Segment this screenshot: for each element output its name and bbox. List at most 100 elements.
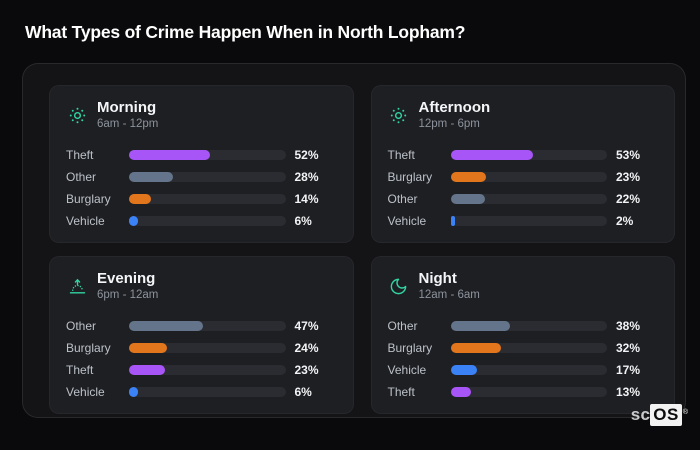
crime-value: 24% [294,341,319,355]
bar-track [129,321,286,331]
crime-label: Theft [66,148,94,162]
crime-value: 38% [616,319,641,333]
period-card-afternoon: Afternoon 12pm - 6pm Theft 53% Burglary … [370,85,675,243]
row-burglary: Burglary 23% [388,166,657,188]
card-header: Afternoon 12pm - 6pm [388,99,657,131]
watermark-brand: OS [650,404,682,426]
row-vehicle: Vehicle 2% [388,210,657,232]
header-text: Night 12am - 6am [419,270,480,302]
card-header: Night 12am - 6am [388,270,657,302]
crime-value: 23% [294,363,319,377]
bar-rows: Other 47% Burglary 24% Theft 23% Vehicle [66,315,335,403]
period-title: Evening [97,270,156,287]
bar-track [450,194,607,204]
row-theft: Theft 23% [66,359,335,381]
row-vehicle: Vehicle 6% [66,210,335,232]
moon-icon [388,275,410,297]
crime-value: 52% [294,148,319,162]
bar-fill [450,172,487,182]
bar-fill [129,387,139,397]
sun-icon [388,104,410,126]
crime-value: 17% [616,363,641,377]
bar-fill [450,194,485,204]
crime-label: Burglary [66,341,111,355]
crime-value: 53% [616,148,641,162]
dashboard-panel: Morning 6am - 12pm Theft 52% Other 28% B… [22,63,686,418]
crime-label: Theft [387,385,415,399]
period-card-morning: Morning 6am - 12pm Theft 52% Other 28% B… [49,85,354,243]
bar-track [129,343,286,353]
bar-fill [450,150,534,160]
page-title: What Types of Crime Happen When in North… [25,22,466,42]
bar-track [450,365,607,375]
row-theft: Theft 53% [388,144,657,166]
crime-value: 32% [616,341,641,355]
bar-rows: Other 38% Burglary 32% Vehicle 17% Theft [388,315,657,403]
sunset-icon [66,275,88,297]
period-title: Night [418,270,457,287]
crime-label: Theft [387,148,415,162]
header-text: Afternoon 12pm - 6pm [419,99,491,131]
bar-fill [129,172,173,182]
registered-mark: ® [682,409,688,416]
period-title: Morning [97,99,157,116]
bar-track [450,321,607,331]
crime-label: Other [387,319,418,333]
period-title: Afternoon [418,99,491,116]
row-burglary: Burglary 32% [388,337,657,359]
crime-label: Theft [66,363,94,377]
row-burglary: Burglary 14% [66,188,335,210]
bar-track [129,172,286,182]
row-vehicle: Vehicle 17% [388,359,657,381]
card-header: Morning 6am - 12pm [66,99,335,131]
bar-fill [129,150,211,160]
bar-track [129,387,286,397]
scos-watermark: sc OS ® [631,404,688,426]
bar-track [129,365,286,375]
bar-fill [450,216,455,226]
bar-rows: Theft 53% Burglary 23% Other 22% Vehicle [388,144,657,232]
crime-value: 22% [616,192,641,206]
bar-fill [129,365,165,375]
crime-label: Vehicle [66,385,105,399]
period-cards-grid: Morning 6am - 12pm Theft 52% Other 28% B… [23,64,685,417]
bar-fill [129,216,139,226]
crime-value: 13% [616,385,641,399]
header-text: Morning 6am - 12pm [97,99,158,131]
bar-track [450,172,607,182]
row-other: Other 38% [388,315,657,337]
card-header: Evening 6pm - 12am [66,270,335,302]
bar-track [450,387,607,397]
period-time-range: 6am - 12pm [97,118,159,130]
bar-track [450,343,607,353]
bar-track [129,216,286,226]
bar-track [450,216,607,226]
bar-fill [450,343,501,353]
row-other: Other 47% [66,315,335,337]
row-vehicle: Vehicle 6% [66,381,335,403]
crime-value: 47% [294,319,319,333]
watermark-prefix: sc [630,405,651,424]
bar-fill [450,387,471,397]
crime-value: 2% [616,214,634,228]
crime-label: Vehicle [66,214,105,228]
row-theft: Theft 52% [66,144,335,166]
period-time-range: 6pm - 12am [97,289,159,301]
crime-label: Vehicle [387,214,427,228]
crime-label: Other [387,192,418,206]
crime-label: Burglary [387,170,433,184]
crime-label: Burglary [66,192,111,206]
bar-fill [129,321,203,331]
bar-track [129,194,286,204]
bar-fill [450,321,510,331]
row-other: Other 28% [66,166,335,188]
bar-fill [450,365,478,375]
crime-value: 6% [294,214,312,228]
bar-rows: Theft 52% Other 28% Burglary 14% Vehicle [66,144,335,232]
crime-label: Other [66,170,97,184]
crime-value: 14% [294,192,319,206]
bar-track [129,150,286,160]
crime-label: Vehicle [387,363,427,377]
row-other: Other 22% [388,188,657,210]
header-text: Evening 6pm - 12am [97,270,158,302]
